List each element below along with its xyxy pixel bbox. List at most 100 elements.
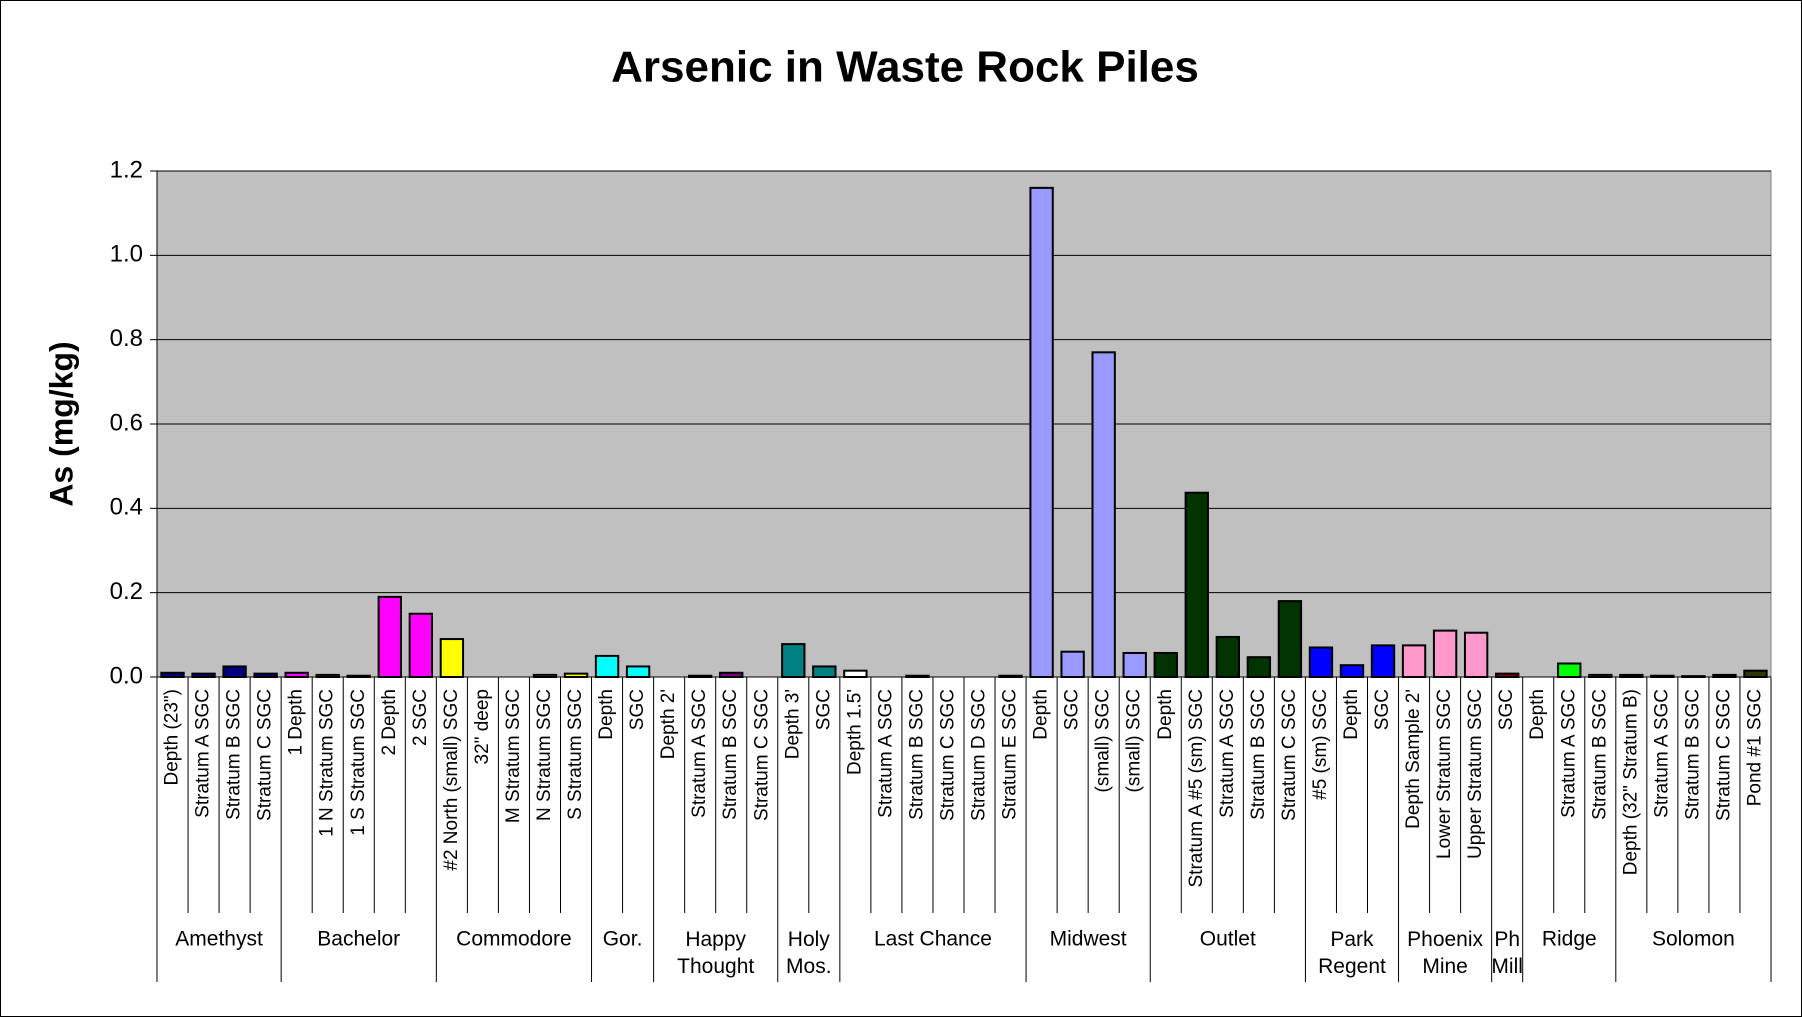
group-label: Amethyst — [175, 928, 263, 951]
group-label: Outlet — [1200, 928, 1256, 951]
x-tick-label: Stratum C SGC — [255, 689, 276, 821]
group-label: Park Regent — [1318, 928, 1386, 978]
x-tick-label: Stratum A SGC — [1651, 689, 1672, 818]
bar — [1463, 631, 1489, 678]
bar — [719, 671, 744, 678]
group-label: Gor. — [603, 928, 643, 951]
x-tick-label: Stratum B SGC — [224, 689, 245, 820]
x-tick-label: SGC — [627, 689, 648, 730]
bar — [1246, 656, 1272, 678]
x-tick-label: Stratum C SGC — [937, 689, 958, 821]
bar — [1681, 675, 1706, 679]
x-tick-label: Stratum C SGC — [1279, 689, 1300, 821]
group-label: Bachelor — [317, 928, 400, 951]
bar — [222, 665, 247, 678]
x-tick-label: N Stratum SGC — [534, 689, 555, 821]
x-tick-label: Pond #1 SGC — [1744, 689, 1765, 806]
group-label: Solomon — [1652, 928, 1735, 951]
x-tick-label: Stratum A SGC — [1217, 689, 1238, 818]
y-tick-label: 0.0 — [110, 662, 143, 689]
x-tick-label: M Stratum SGC — [503, 689, 524, 823]
bar — [687, 674, 713, 678]
x-tick-label: SGC — [1372, 689, 1393, 730]
bar — [1184, 491, 1209, 678]
x-tick-label: Depth 2' — [658, 689, 679, 759]
x-tick-label: 32" deep — [472, 689, 493, 764]
x-tick-label: SGC — [1496, 689, 1517, 730]
bar — [1619, 673, 1644, 678]
x-tick-label: Depth — [596, 689, 617, 740]
x-tick-label: Stratum A SGC — [689, 689, 710, 818]
x-tick-label: Stratum A SGC — [1558, 689, 1579, 818]
group-label-line: Regent — [1318, 955, 1386, 978]
group-label: Phoenix Mine — [1407, 928, 1483, 978]
x-tick-label: 1 S Stratum SGC — [348, 689, 369, 836]
x-tick-label: Stratum E SGC — [1000, 689, 1021, 820]
bar — [1743, 669, 1768, 678]
x-tick-label: #2 North (small) SGC — [441, 689, 462, 871]
bar — [1370, 644, 1396, 678]
bar — [1588, 673, 1613, 678]
bar — [1277, 600, 1303, 678]
x-tick-label: Stratum A SGC — [193, 689, 214, 818]
y-tick-label: 0.8 — [110, 325, 143, 352]
x-tick-label: Depth Sample 2' — [1403, 689, 1424, 829]
bar — [532, 673, 558, 678]
group-label-line: Mine — [1422, 955, 1468, 978]
x-tick-label: (small) SGC — [1093, 689, 1114, 792]
bar — [1432, 629, 1458, 678]
group-label: Happy Thought — [677, 928, 754, 978]
y-tick-label: 1.0 — [110, 241, 143, 268]
bar — [1339, 664, 1365, 679]
group-label-line: Happy — [685, 928, 746, 951]
x-tick-label: Depth (23") — [162, 689, 183, 786]
bar — [160, 671, 185, 678]
x-tick-label: Stratum B SGC — [720, 689, 741, 820]
x-tick-label: Stratum B SGC — [1589, 689, 1610, 820]
x-tick-label: Stratum B SGC — [1682, 689, 1703, 820]
bar — [315, 673, 340, 678]
bar — [594, 654, 620, 679]
bar — [284, 671, 309, 678]
bar — [1091, 351, 1116, 678]
group-label: Ph Mill — [1491, 928, 1523, 978]
x-tick-label: 2 Depth — [379, 689, 400, 756]
bar — [1308, 646, 1334, 679]
x-tick-label: Depth — [1031, 689, 1052, 740]
bar — [998, 674, 1023, 678]
x-tick-label: Upper Stratum SGC — [1465, 689, 1486, 859]
bar — [843, 669, 868, 678]
x-tick-label: (small) SGC — [1124, 689, 1145, 792]
x-tick-label: Depth 1.5' — [844, 689, 865, 775]
x-tick-label: 1 N Stratum SGC — [317, 689, 338, 837]
x-tick-label: Stratum C SGC — [751, 689, 772, 821]
bar — [781, 643, 806, 678]
bar — [1401, 644, 1427, 678]
x-tick-label: Stratum A SGC — [875, 689, 896, 818]
bar — [1060, 650, 1085, 679]
bar — [253, 672, 278, 678]
group-label-line: Thought — [677, 955, 754, 978]
bar — [905, 674, 930, 678]
x-tick-label: SGC — [1062, 689, 1083, 730]
group-label: Holy Mos. — [786, 928, 832, 978]
bar — [408, 612, 434, 678]
bar — [1494, 672, 1520, 678]
group-label: Midwest — [1050, 928, 1127, 951]
x-tick-label: Depth — [1341, 689, 1362, 740]
group-label-line: Holy — [788, 928, 831, 951]
x-tick-label: Stratum C SGC — [1713, 689, 1734, 821]
bar — [1153, 651, 1178, 679]
group-label: Ridge — [1542, 928, 1597, 951]
group-label-line: Mos. — [786, 955, 832, 978]
bar — [1712, 673, 1737, 678]
x-tick-label: Stratum B SGC — [906, 689, 927, 820]
bar — [439, 638, 465, 678]
x-tick-label: Depth — [1527, 689, 1548, 740]
bar — [563, 672, 589, 678]
group-label: Commodore — [456, 928, 572, 951]
bar — [1650, 674, 1675, 678]
bar — [812, 665, 837, 678]
bar — [1215, 635, 1241, 678]
